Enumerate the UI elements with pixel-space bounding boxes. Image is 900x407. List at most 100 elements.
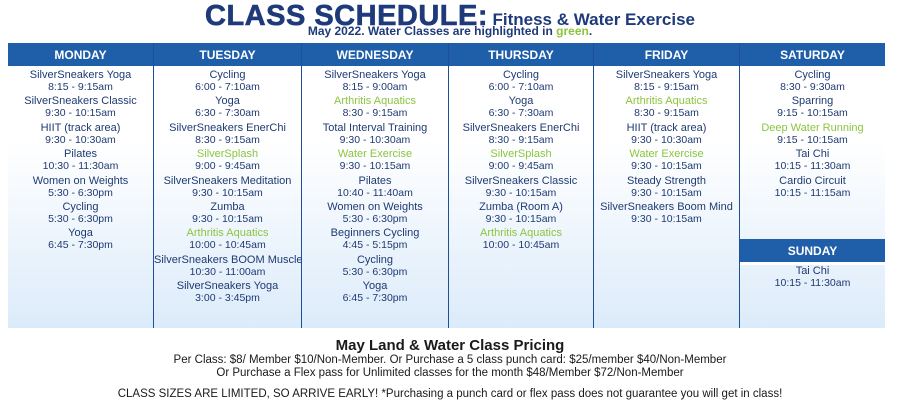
class-name: Yoga (508, 95, 534, 108)
class-time: 6:00 - 7:10am (488, 81, 554, 93)
class-time: 8:30 - 9:15am (634, 107, 699, 120)
title-subtitle: Fitness & Water Exercise (492, 10, 695, 29)
class-entry: SilverSneakers Yoga 3:00 - 3:45pm (154, 280, 301, 304)
class-entry: Cycling 6:00 - 7:10am (449, 69, 593, 93)
class-time: 8:15 - 9:15am (634, 81, 699, 93)
class-time: 10:40 - 11:40am (337, 186, 413, 199)
class-entry: Water Exercise 9:30 - 10:15am (302, 148, 448, 172)
class-name: Water Exercise (337, 148, 413, 161)
class-entry: Cycling 5:30 - 6:30pm (302, 254, 448, 278)
day-header: WEDNESDAY (302, 43, 448, 69)
class-name: Cardio Circuit (779, 174, 846, 187)
class-entry: Cycling 6:00 - 7:10am (154, 69, 301, 93)
class-name: Pilates (358, 174, 392, 187)
class-entry: Cardio Circuit 10:15 - 11:15am (740, 175, 885, 199)
class-name: SilverSneakers BOOM Muscle (154, 253, 303, 266)
schedule-title: CLASS SCHEDULE: Fitness & Water Exercise (0, 1, 900, 31)
day-header: MONDAY (8, 43, 153, 69)
class-name: Cycling (502, 69, 540, 81)
class-name: SilverSneakers Yoga (29, 69, 132, 81)
class-time: 10:30 - 11:00am (189, 265, 266, 278)
class-entry: SilverSneakers Yoga 8:15 - 9:15am (594, 69, 739, 93)
class-entry: Yoga 6:45 - 7:30pm (8, 227, 153, 251)
pricing-title: May Land & Water Class Pricing (335, 337, 565, 354)
class-time: 10:15 - 11:30am (774, 160, 851, 173)
class-entry: Arthritis Aquatics 10:00 - 10:45am (449, 227, 593, 251)
subtitle-prefix: May 2022. Water Classes are highlighted … (307, 24, 557, 38)
class-entry: Pilates 10:40 - 11:40am (302, 175, 448, 199)
class-entry: SilverSneakers Classic 9:30 - 10:15am (8, 95, 153, 119)
class-entry: Deep Water Running 9:15 - 10:15am (740, 122, 885, 146)
day-column-sunday: SUNDAY Tai Chi 10:15 - 11:30am (740, 239, 885, 291)
class-time: 9:30 - 10:15am (631, 212, 702, 225)
class-name: SilverSneakers Yoga (324, 69, 426, 81)
class-time: 10:00 - 10:45am (482, 239, 560, 252)
class-time: 6:00 - 7:10am (195, 81, 260, 93)
class-entry: Tai Chi 10:15 - 11:30am (740, 148, 885, 172)
class-time: 6:30 - 7:30am (488, 107, 554, 120)
class-entry: Women on Weights 5:30 - 6:30pm (302, 201, 448, 225)
class-entry: SilverSneakers Classic 9:30 - 10:15am (449, 175, 593, 199)
class-name: Zumba (Room A) (479, 200, 563, 213)
class-time: 9:30 - 10:15am (631, 160, 702, 173)
pricing-line-1: Per Class: $8/ Member $10/Non-Member. Or… (173, 354, 727, 366)
class-name: Cycling (209, 69, 246, 81)
class-time: 4:45 - 5:15pm (342, 239, 408, 252)
class-entry: Cycling 8:30 - 9:30am (740, 69, 885, 93)
class-name: Sparring (791, 95, 834, 108)
class-time: 9:30 - 10:30am (631, 133, 702, 146)
class-entry: HIIT (track area) 9:30 - 10:30am (594, 122, 739, 146)
class-time: 6:45 - 7:30pm (342, 292, 408, 305)
class-entry: Steady Strength 9:30 - 10:15am (594, 175, 739, 199)
class-name: Tai Chi (795, 265, 830, 277)
class-time: 5:30 - 6:30pm (48, 212, 113, 225)
class-name: Water Exercise (629, 148, 704, 161)
day-column-monday: MONDAY SilverSneakers Yoga 8:15 - 9:15am Si… (8, 43, 153, 328)
class-name: SilverSneakers Meditation (163, 174, 292, 187)
class-name: Yoga (68, 227, 93, 240)
day-column-thursday: THURSDAY Cycling 6:00 - 7:10am Yoga 6:30 - 7… (448, 43, 593, 328)
class-entry: Yoga 6:45 - 7:30pm (302, 280, 448, 304)
class-time: 9:00 - 9:45am (488, 160, 554, 173)
class-name: SilverSneakers Classic (464, 174, 578, 187)
class-time: 9:15 - 10:15am (777, 107, 848, 120)
class-entry: Pilates 10:30 - 11:30am (8, 148, 153, 172)
class-entry: SilverSneakers Yoga 8:15 - 9:15am (8, 69, 153, 93)
class-name: HIIT (track area) (40, 121, 121, 134)
class-name: Tai Chi (795, 148, 830, 161)
class-name: Total Interval Training (322, 121, 428, 134)
subtitle-suffix: . (588, 24, 593, 38)
class-name: SilverSneakers Boom Mind (600, 200, 733, 213)
class-name: Zumba (210, 200, 245, 213)
class-name: Arthritis Aquatics (186, 227, 269, 240)
class-time: 9:30 - 10:30am (339, 133, 411, 146)
class-time: 9:30 - 10:15am (339, 160, 411, 173)
class-time: 10:30 - 11:30am (42, 160, 119, 173)
class-name: HIIT (track area) (626, 121, 707, 134)
class-entry: Arthritis Aquatics 8:30 - 9:15am (302, 95, 448, 119)
class-time: 6:30 - 7:30am (195, 107, 260, 120)
class-name: SilverSneakers Yoga (176, 280, 279, 293)
class-entry: Zumba (Room A) 9:30 - 10:15am (449, 201, 593, 225)
class-time: 9:30 - 10:30am (45, 133, 116, 146)
class-name: SilverSneakers Yoga (615, 69, 718, 81)
subtitle-green-word: green (556, 24, 589, 38)
pricing-line-2: Or Purchase a Flex pass for Unlimited cl… (216, 367, 684, 379)
class-time: 6:45 - 7:30pm (48, 239, 113, 252)
day-column-wednesday: WEDNESDAY SilverSneakers Yoga 8:15 - 9:00a… (301, 43, 448, 328)
day-column-friday: FRIDAY SilverSneakers Yoga 8:15 - 9:15am Ar… (593, 43, 739, 328)
class-name: Cycling (62, 200, 99, 213)
class-entry: Arthritis Aquatics 10:00 - 10:45am (154, 227, 301, 251)
class-time: 8:15 - 9:00am (342, 81, 408, 93)
class-name: Deep Water Running (761, 121, 864, 134)
class-name: Arthritis Aquatics (625, 95, 708, 108)
schedule-subtitle: May 2022. Water Classes are highlighted … (0, 24, 900, 38)
class-time: 5:30 - 6:30pm (48, 186, 113, 199)
class-name: SilverSneakers Classic (24, 95, 137, 108)
class-time: 9:30 - 10:15am (485, 212, 557, 225)
class-time: 9:30 - 10:15am (192, 212, 263, 225)
class-entry: Water Exercise 9:30 - 10:15am (594, 148, 739, 172)
class-name: Arthritis Aquatics (480, 227, 562, 240)
class-name: Arthritis Aquatics (334, 95, 416, 108)
class-name: Cycling (794, 69, 831, 81)
